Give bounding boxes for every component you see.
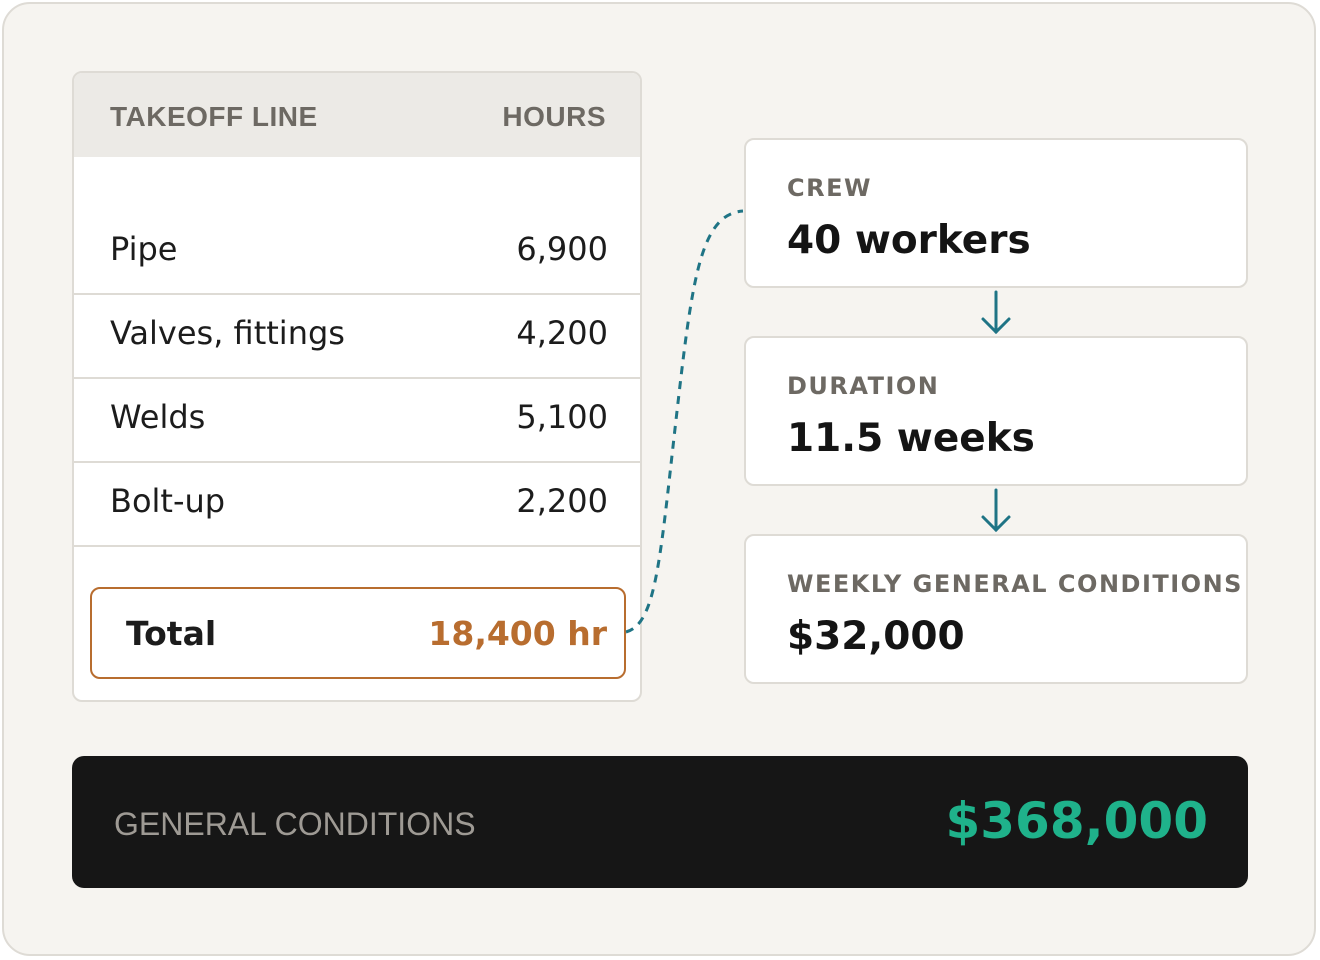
total-hours-box: Total 18,400 hr (90, 587, 626, 679)
table-row: Bolt-up 2,200 (74, 463, 640, 547)
weekly-general-conditions-label: WEEKLY GENERAL CONDITIONS (787, 570, 1243, 598)
dashed-connector (625, 209, 744, 634)
general-conditions-label: GENERAL CONDITIONS (114, 806, 476, 842)
duration-label: DURATION (787, 372, 940, 400)
takeoff-line-hours: 5,100 (516, 398, 608, 436)
crew-card: CREW 40 workers (744, 138, 1248, 288)
takeoff-line-column-header: TAKEOFF LINE (110, 101, 318, 132)
takeoff-line-hours: 2,200 (516, 482, 608, 520)
crew-label: CREW (787, 174, 872, 202)
takeoff-table-header: TAKEOFF LINE HOURS (74, 73, 640, 157)
takeoff-line-label: Bolt-up (110, 482, 226, 520)
arrow-down-icon (981, 290, 1011, 335)
crew-value: 40 workers (787, 218, 1031, 263)
takeoff-line-label: Pipe (110, 230, 178, 268)
takeoff-line-label: Valves, fittings (110, 314, 345, 352)
arrow-down-icon (981, 488, 1011, 533)
duration-card: DURATION 11.5 weeks (744, 336, 1248, 486)
table-row: Valves, fittings 4,200 (74, 295, 640, 379)
takeoff-line-label: Welds (110, 398, 206, 436)
takeoff-line-hours: 4,200 (516, 314, 608, 352)
general-conditions-result: GENERAL CONDITIONS $368,000 (72, 756, 1248, 888)
total-label: Total (126, 614, 217, 653)
takeoff-line-hours: 6,900 (516, 230, 608, 268)
hours-column-header: HOURS (502, 101, 606, 132)
duration-value: 11.5 weeks (787, 416, 1035, 461)
weekly-general-conditions-value: $32,000 (787, 614, 965, 659)
weekly-general-conditions-card: WEEKLY GENERAL CONDITIONS $32,000 (744, 534, 1248, 684)
total-hours-value: 18,400 hr (428, 614, 607, 653)
takeoff-table: TAKEOFF LINE HOURS Pipe 6,900 Valves, fi… (72, 71, 642, 702)
general-conditions-value: $368,000 (945, 792, 1208, 850)
table-row: Pipe 6,900 (74, 211, 640, 295)
table-row: Welds 5,100 (74, 379, 640, 463)
